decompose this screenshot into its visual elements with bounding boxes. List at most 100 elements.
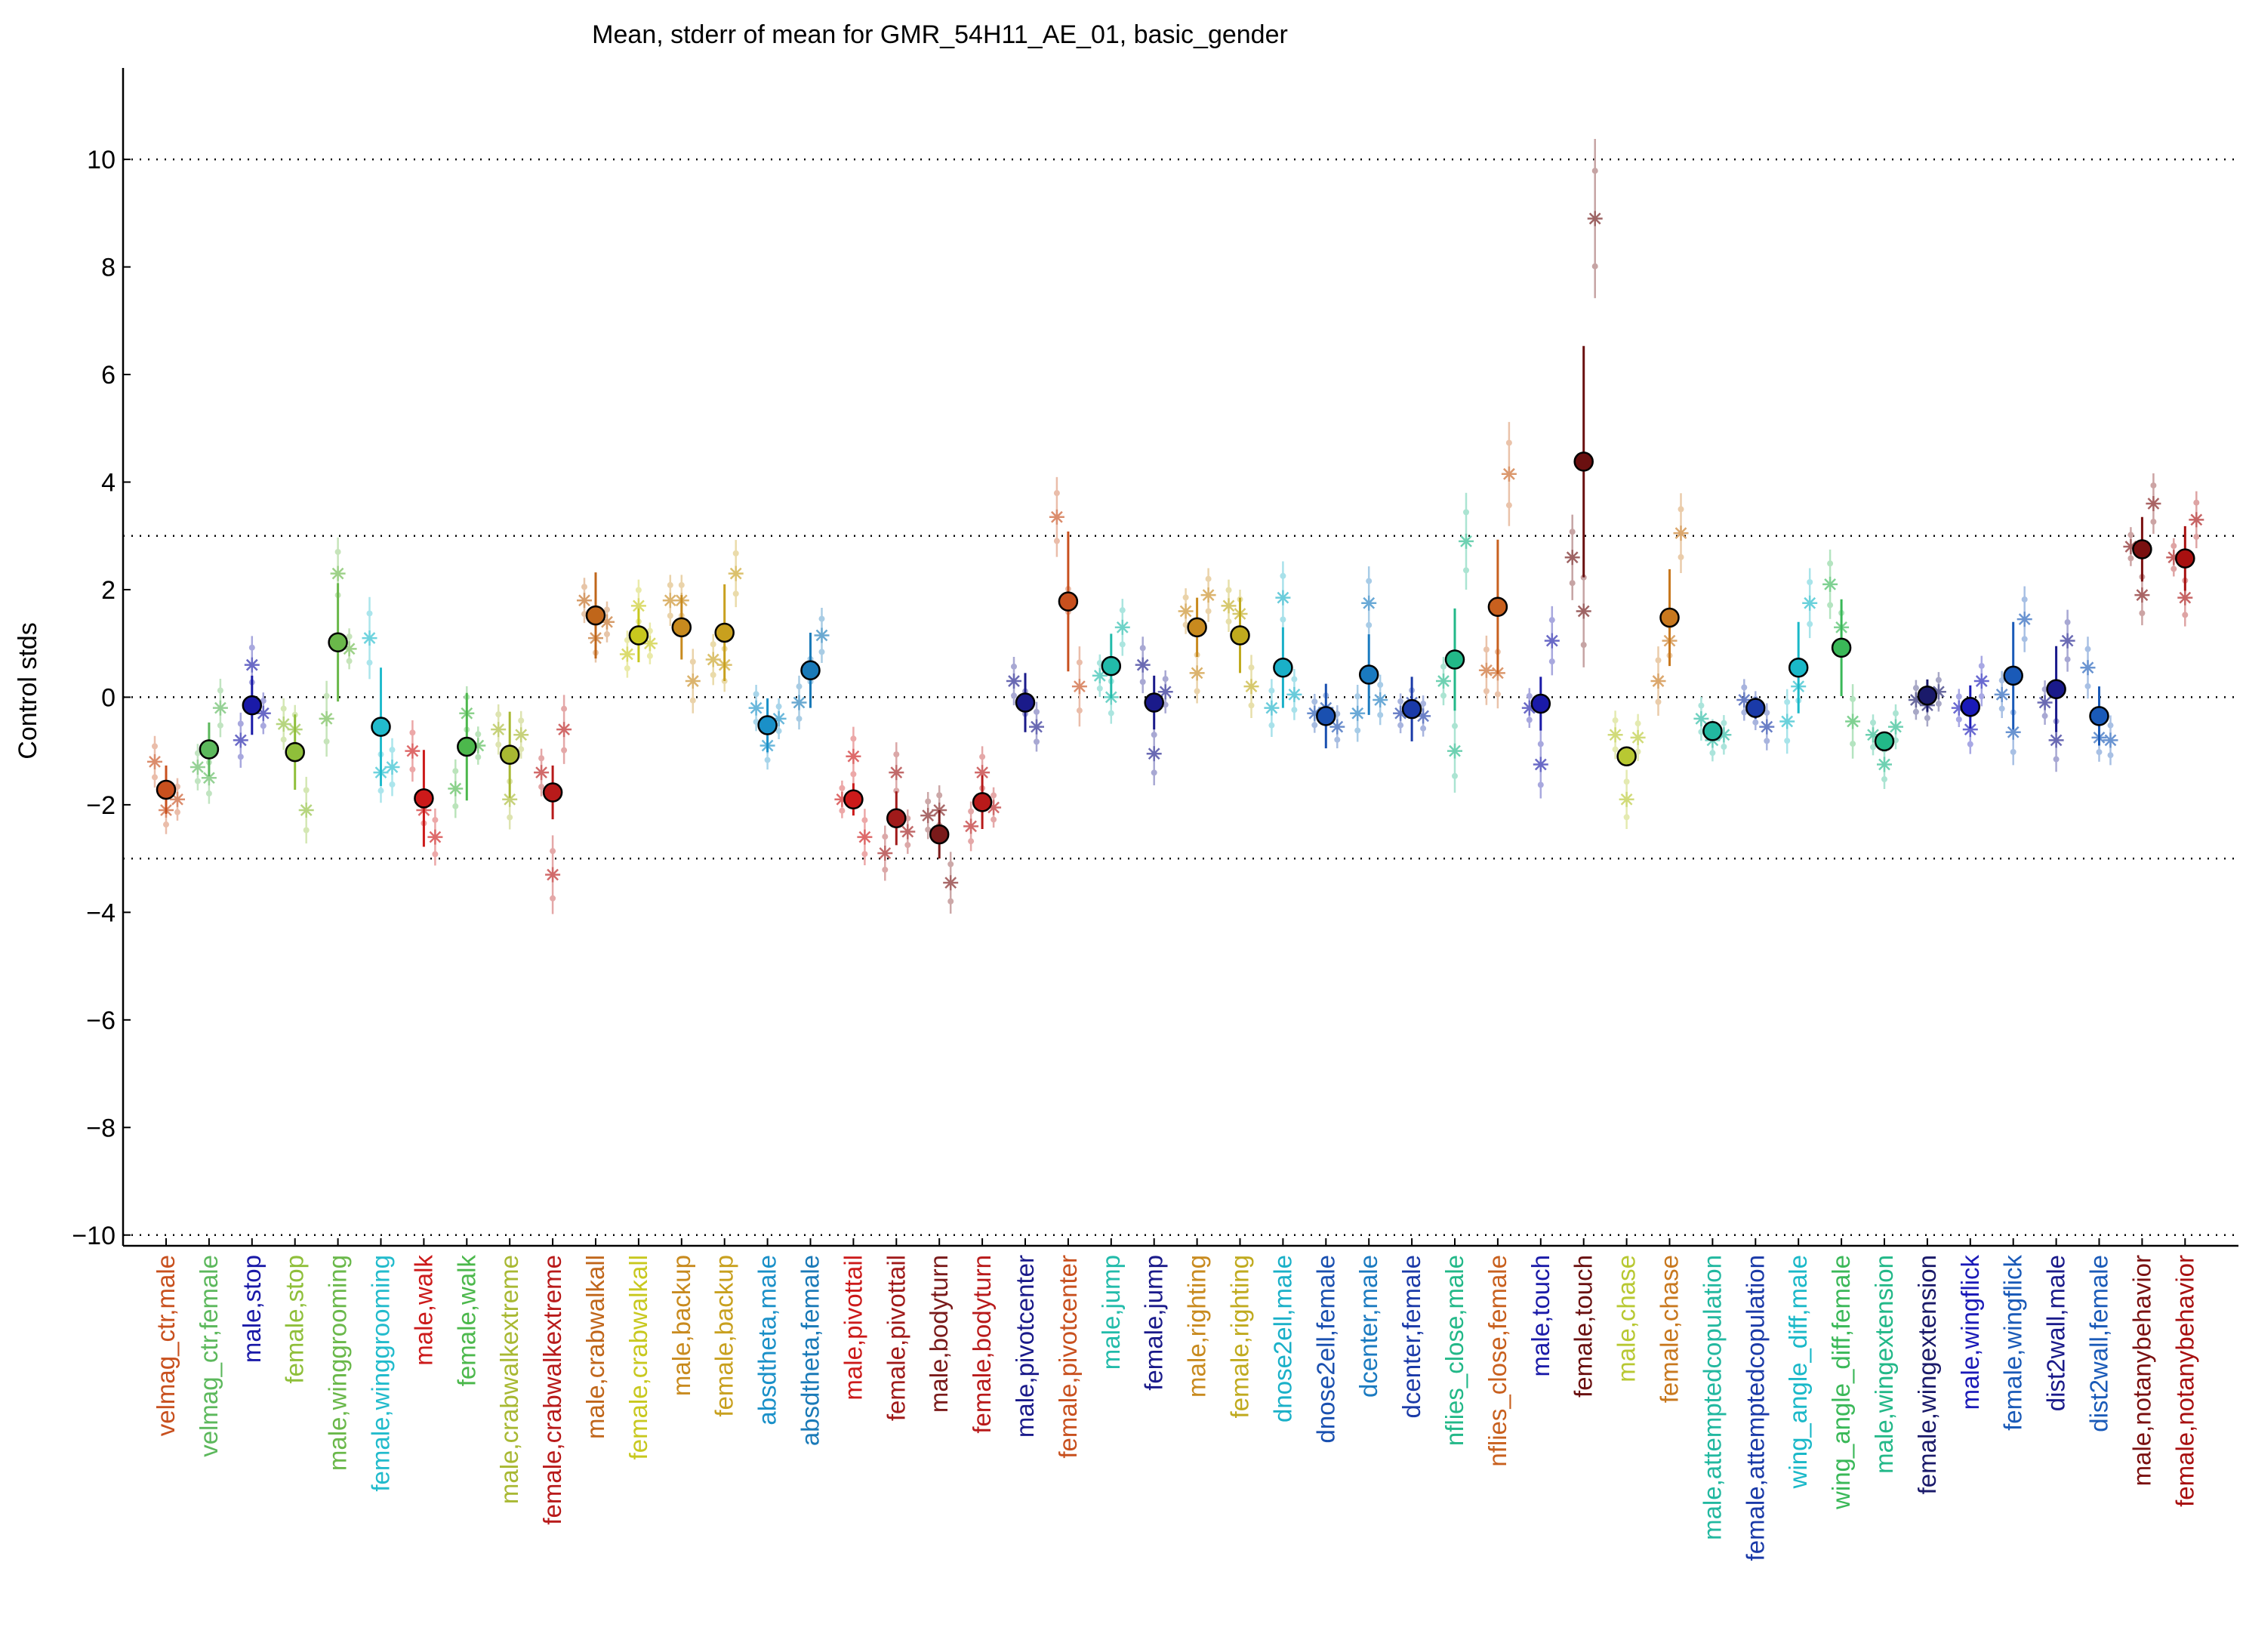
category-group: [791, 608, 830, 730]
y-tick-label: 6: [101, 361, 116, 390]
asterisk-stroke: [149, 756, 161, 768]
experiment-sample-point: [1784, 698, 1791, 705]
asterisk-stroke: [331, 567, 344, 580]
experiment-sample-point: [366, 610, 373, 617]
experiment-mean-marker: [405, 743, 421, 759]
category-group: [491, 704, 529, 830]
experiment-mean-marker: [943, 875, 959, 891]
experiment-mean-marker: [147, 754, 162, 769]
mean-point: [1874, 731, 1895, 752]
asterisk-stroke: [192, 761, 204, 773]
asterisk-stroke: [987, 801, 1000, 814]
asterisk-stroke: [815, 629, 828, 642]
asterisk-stroke: [320, 713, 333, 725]
experiment-mean-marker: [2189, 512, 2204, 528]
experiment-sample-point: [1827, 560, 1834, 567]
asterisk-stroke: [2007, 726, 2020, 738]
mean-point: [1831, 637, 1852, 658]
category-group: [1264, 561, 1302, 737]
experiment-sample-point: [561, 747, 568, 754]
experiment-sample-point: [1034, 738, 1040, 745]
experiment-sample-point: [925, 798, 932, 805]
category-group: [1006, 657, 1044, 752]
asterisk-stroke: [729, 567, 742, 580]
experiment-sample-point: [882, 834, 889, 840]
asterisk-stroke: [1620, 793, 1633, 806]
experiment-sample-point: [217, 687, 223, 694]
x-tick-label: wing_angle_diff,female: [1827, 1255, 1855, 1510]
experiment-mean-marker: [1178, 603, 1194, 619]
experiment-mean-marker: [1436, 673, 1451, 689]
experiment-mean-marker: [920, 808, 936, 824]
experiment-sample-point: [1053, 490, 1060, 497]
experiment-mean-marker: [748, 700, 764, 716]
asterisk-stroke: [535, 766, 547, 779]
experiment-mean-marker: [1650, 673, 1666, 689]
experiment-mean-marker: [877, 846, 893, 861]
mean-point: [1101, 655, 1122, 677]
experiment-sample-point: [1334, 736, 1341, 743]
mean-point: [714, 622, 735, 643]
x-tick-label: female,touch: [1570, 1255, 1597, 1398]
experiment-sample-point: [689, 697, 696, 704]
experiment-mean-marker: [491, 722, 507, 738]
experiment-mean-marker: [1779, 714, 1795, 729]
experiment-sample-point: [635, 587, 642, 593]
mean-point: [2132, 539, 2152, 559]
asterisk-stroke: [1265, 701, 1278, 714]
mean-point: [1058, 591, 1079, 612]
experiment-sample-point: [796, 683, 803, 690]
x-tick-label: female,winggrooming: [367, 1255, 395, 1492]
experiment-sample-point: [538, 755, 545, 762]
experiment-sample-point: [850, 771, 857, 778]
experiment-sample-point: [2127, 532, 2134, 538]
experiment-sample-point: [1452, 772, 1458, 779]
experiment-sample-point: [1612, 717, 1619, 724]
x-tick-label: male,crabwalkextreme: [495, 1255, 523, 1504]
asterisk-stroke: [1804, 596, 1816, 609]
experiment-sample-point: [1505, 502, 1512, 509]
asterisk-stroke: [558, 723, 570, 736]
experiment-sample-point: [1721, 720, 1727, 726]
asterisk-stroke: [2061, 634, 2074, 647]
x-tick-label: female,jump: [1140, 1255, 1168, 1391]
asterisk-stroke: [1245, 680, 1258, 693]
mean-point: [800, 660, 821, 681]
chart-title: Mean, stderr of mean for GMR_54H11_AE_01…: [592, 20, 1288, 49]
experiment-mean-marker: [1275, 590, 1291, 606]
experiment-sample-point: [2053, 756, 2060, 763]
experiment-sample-point: [1623, 814, 1630, 821]
experiment-mean-marker: [1329, 719, 1345, 735]
experiment-sample-point: [303, 827, 310, 834]
asterisk-stroke: [1761, 720, 1773, 733]
category-group: [362, 596, 400, 803]
asterisk-stroke: [1277, 591, 1289, 604]
experiment-mean-marker: [1544, 633, 1560, 649]
mean-point: [1745, 698, 1766, 718]
axes: [122, 68, 2238, 1247]
asterisk-stroke: [1374, 694, 1387, 706]
asterisk-stroke: [300, 804, 313, 816]
experiment-sample-point: [1397, 722, 1404, 729]
experiment-sample-point: [1366, 578, 1373, 584]
asterisk-stroke: [492, 723, 505, 736]
experiment-sample-point: [1698, 702, 1705, 709]
experiment-sample-point: [1569, 529, 1576, 535]
category-group: [920, 785, 959, 914]
experiment-sample-point: [1870, 720, 1876, 726]
category-group: [1994, 586, 2032, 766]
category-group: [2166, 491, 2204, 627]
mean-point: [1487, 596, 1508, 618]
experiment-sample-point: [581, 584, 587, 590]
experiment-sample-point: [710, 671, 716, 678]
category-group: [877, 742, 916, 881]
experiment-sample-point: [775, 703, 782, 710]
experiment-mean-marker: [2037, 695, 2053, 710]
experiment-sample-point: [260, 698, 267, 704]
experiment-sample-point: [2084, 646, 2091, 652]
experiment-sample-point: [882, 866, 889, 873]
mean-point: [1616, 746, 1637, 767]
experiment-sample-point: [1076, 659, 1083, 666]
asterisk-stroke: [386, 761, 399, 773]
asterisk-stroke: [901, 825, 914, 838]
